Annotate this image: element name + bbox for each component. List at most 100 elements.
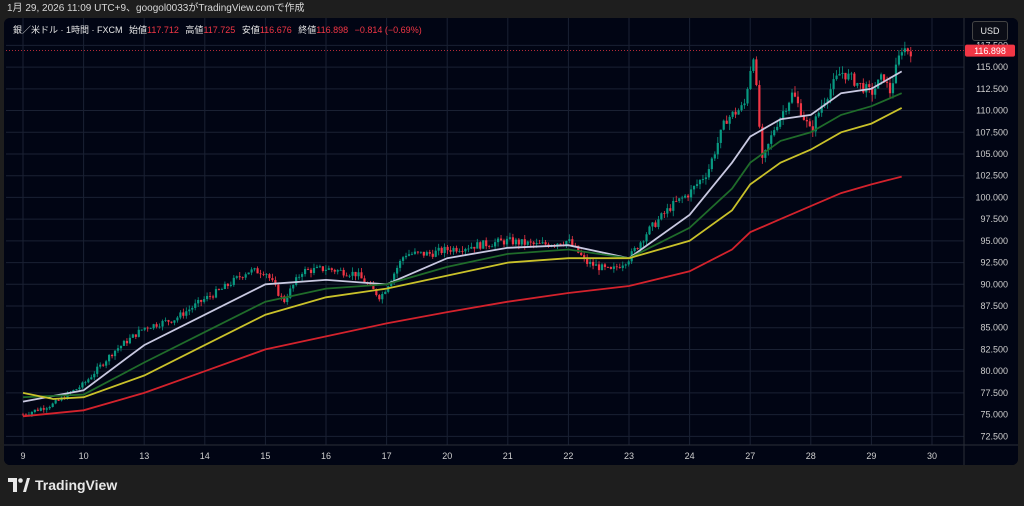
candle-body bbox=[161, 320, 164, 327]
candle-body bbox=[758, 85, 761, 127]
candle-body bbox=[502, 240, 506, 245]
candle-body bbox=[208, 295, 212, 297]
change-value: −0.814 (−0.69%) bbox=[354, 25, 422, 35]
candle-body bbox=[369, 283, 372, 285]
candle-body bbox=[39, 408, 42, 411]
price-tick-label: 97.500 bbox=[980, 214, 1008, 224]
candle-body bbox=[687, 195, 690, 198]
candle-body bbox=[633, 247, 636, 252]
candle-body bbox=[173, 320, 176, 323]
candle-body bbox=[182, 312, 185, 316]
symbol-label[interactable]: 銀／米ドル · 1時間 · FXCM bbox=[13, 25, 123, 35]
candle-body bbox=[286, 297, 289, 303]
candle-body bbox=[440, 247, 443, 254]
candle-body bbox=[149, 328, 152, 330]
candle-body bbox=[577, 245, 580, 253]
candle-body bbox=[131, 334, 134, 338]
candle-body bbox=[538, 242, 541, 244]
chart-panel[interactable]: 72.500 75.000 77.500 80.000 82.500 85.000 87.5… bbox=[4, 18, 1018, 465]
candle-body bbox=[580, 252, 583, 256]
last-price-badge-label: 116.898 bbox=[974, 46, 1006, 56]
candle-body bbox=[669, 208, 672, 211]
candle-body bbox=[99, 364, 102, 367]
candle-body bbox=[844, 72, 847, 80]
candle-body bbox=[262, 274, 265, 275]
candle-body bbox=[749, 70, 752, 90]
candle-body bbox=[464, 248, 467, 252]
candle-body bbox=[488, 246, 491, 247]
candle-body bbox=[615, 266, 618, 268]
candle-body bbox=[841, 72, 844, 74]
candle-body bbox=[799, 103, 803, 117]
candle-body bbox=[351, 271, 354, 276]
price-tick-label: 95.000 bbox=[980, 236, 1008, 246]
price-tick-label: 112.500 bbox=[976, 84, 1008, 94]
candle-body bbox=[303, 269, 307, 275]
candle-body bbox=[170, 321, 173, 323]
candle-body bbox=[458, 251, 461, 252]
candle-body bbox=[318, 266, 322, 268]
candle-body bbox=[479, 242, 482, 249]
candle-body bbox=[333, 269, 336, 272]
candle-body bbox=[78, 387, 81, 390]
candle-body bbox=[72, 390, 75, 393]
candle-body bbox=[24, 414, 28, 416]
candle-body bbox=[295, 277, 298, 285]
candle-body bbox=[505, 238, 509, 245]
candle-body bbox=[663, 213, 666, 215]
candle-body bbox=[731, 111, 734, 117]
price-chart[interactable]: 72.500 75.000 77.500 80.000 82.500 85.000 87.5… bbox=[4, 18, 1018, 465]
candle-body bbox=[265, 274, 268, 276]
candle-body bbox=[446, 246, 449, 251]
low-value: 116.676 bbox=[259, 25, 292, 35]
time-tick-label: 28 bbox=[806, 451, 816, 461]
candle-body bbox=[802, 116, 805, 120]
candle-body bbox=[410, 253, 414, 255]
candle-body bbox=[906, 48, 909, 52]
candle-body bbox=[214, 289, 218, 298]
time-tick-label: 21 bbox=[503, 451, 513, 461]
candle-body bbox=[116, 348, 120, 351]
tradingview-logo-icon bbox=[8, 478, 30, 492]
candle-body bbox=[292, 284, 295, 289]
candle-body bbox=[137, 329, 140, 337]
candle-body bbox=[176, 317, 179, 321]
candle-body bbox=[443, 246, 446, 254]
candle-body bbox=[93, 373, 96, 378]
currency-button[interactable]: USD bbox=[972, 21, 1008, 41]
candle-body bbox=[363, 278, 366, 284]
candle-body bbox=[737, 110, 740, 115]
candle-body bbox=[306, 269, 310, 270]
candle-body bbox=[499, 238, 503, 241]
ohlc-legend: 銀／米ドル · 1時間 · FXCM 始値117.712 高値117.725 安… bbox=[13, 23, 422, 36]
candle-body bbox=[48, 406, 51, 409]
candle-body bbox=[354, 271, 357, 277]
candle-body bbox=[312, 267, 316, 273]
candle-body bbox=[348, 275, 351, 277]
candle-body bbox=[903, 48, 906, 53]
candle-body bbox=[716, 142, 719, 155]
time-tick-label: 13 bbox=[139, 451, 149, 461]
candle-body bbox=[301, 274, 304, 277]
candle-body bbox=[217, 289, 221, 290]
moving-average-line bbox=[22, 92, 903, 399]
candle-body bbox=[179, 312, 182, 318]
candle-body bbox=[868, 84, 871, 88]
candle-body bbox=[220, 289, 224, 290]
candle-body bbox=[606, 266, 610, 268]
candle-body bbox=[309, 269, 313, 273]
candle-body bbox=[185, 311, 188, 316]
candle-body bbox=[167, 320, 170, 322]
candle-body bbox=[125, 340, 129, 344]
tradingview-logo[interactable]: TradingView bbox=[8, 477, 117, 493]
candle-body bbox=[42, 408, 45, 410]
candle-body bbox=[496, 238, 500, 243]
candle-body bbox=[752, 59, 755, 71]
candle-body bbox=[826, 99, 829, 103]
candle-body bbox=[419, 251, 422, 253]
candle-body bbox=[268, 274, 271, 279]
candle-body bbox=[384, 291, 387, 294]
candle-body bbox=[508, 237, 512, 239]
candle-body bbox=[698, 180, 702, 185]
candle-body bbox=[87, 379, 90, 383]
